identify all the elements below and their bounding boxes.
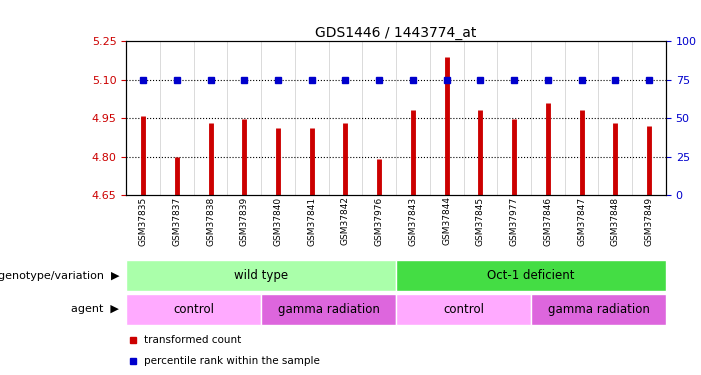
Text: Oct-1 deficient: Oct-1 deficient [487, 269, 575, 282]
Bar [126, 260, 396, 291]
Bar [396, 294, 531, 324]
Text: control: control [443, 303, 484, 316]
Text: genotype/variation  ▶: genotype/variation ▶ [0, 271, 119, 280]
Bar [261, 294, 396, 324]
Text: control: control [173, 303, 214, 316]
Text: gamma radiation: gamma radiation [547, 303, 649, 316]
Title: GDS1446 / 1443774_at: GDS1446 / 1443774_at [315, 26, 477, 40]
Bar [531, 294, 666, 324]
Bar [126, 294, 261, 324]
Text: agent  ▶: agent ▶ [72, 304, 119, 314]
Text: percentile rank within the sample: percentile rank within the sample [144, 356, 320, 366]
Text: gamma radiation: gamma radiation [278, 303, 379, 316]
Text: transformed count: transformed count [144, 335, 241, 345]
Text: wild type: wild type [234, 269, 288, 282]
Bar [396, 260, 666, 291]
